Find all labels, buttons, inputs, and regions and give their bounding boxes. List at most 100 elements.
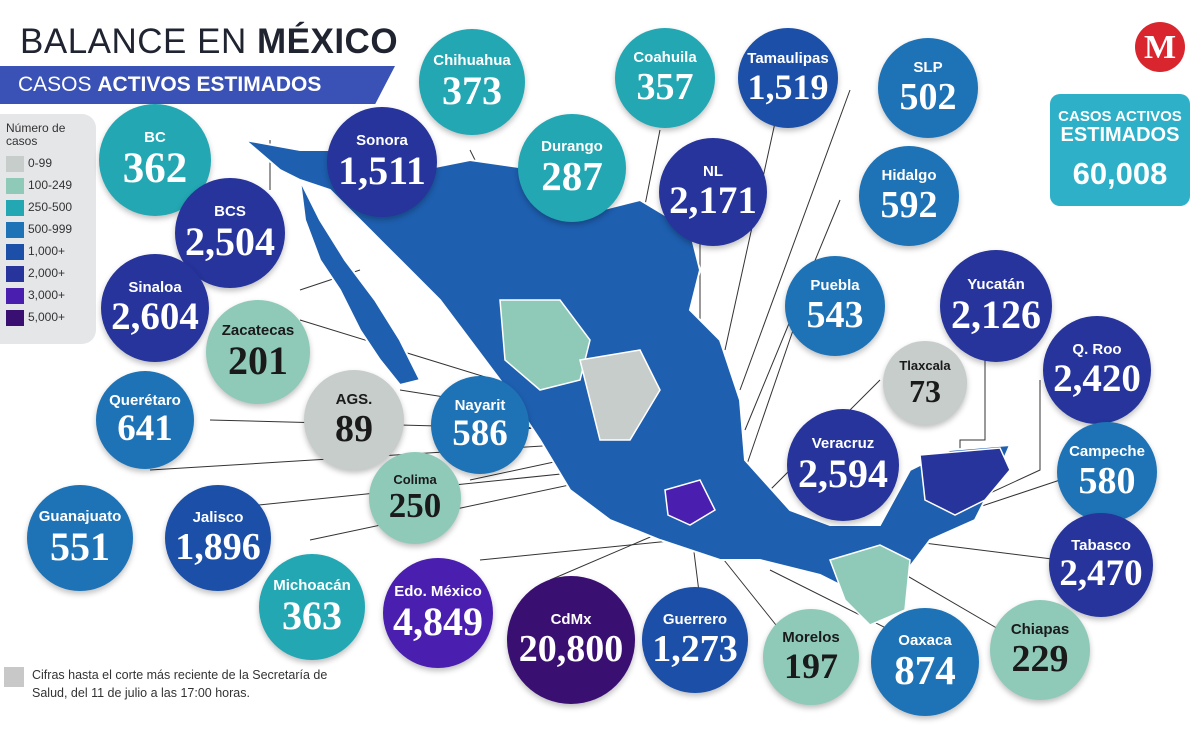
footnote-swatch [4,667,24,687]
state-name: Tamaulipas [747,50,829,68]
durango-region [499,299,591,391]
state-bubble: Sonora 1,511 [327,107,437,217]
state-value: 201 [228,337,288,383]
state-bubble: Michoacán 363 [259,554,365,660]
total-value: 60,008 [1072,156,1168,191]
state-name: Oaxaca [898,631,952,649]
state-name: Hidalgo [881,167,937,185]
total-label-line2: ESTIMADOS [1060,124,1180,146]
state-bubble: Colima 250 [369,452,461,544]
state-bubble: SLP 502 [878,38,978,138]
legend-swatch [6,177,24,194]
yucatan-region [919,447,1011,516]
legend-label: 1,000+ [28,244,66,258]
legend-swatch [6,309,24,326]
legend-item: 250-500 [6,198,72,216]
state-bubble: Q. Roo 2,420 [1043,316,1151,424]
state-value: 362 [122,145,188,193]
state-bubble: Tlaxcala 73 [883,341,967,425]
page-title: BALANCE EN MÉXICO [20,22,398,62]
state-name: BC [144,128,166,146]
state-name: Michoacán [273,577,351,595]
footnote: Cifras hasta el corte más reciente de la… [4,666,334,702]
legend-swatch [6,243,24,260]
state-value: 2,604 [111,295,199,339]
state-bubble: Zacatecas 201 [206,300,310,404]
state-value: 20,800 [518,627,624,670]
state-bubble: Sinaloa 2,604 [101,254,209,362]
state-value: 197 [784,645,838,686]
legend-item: 2,000+ [6,264,65,282]
state-name: Chiapas [1010,621,1070,639]
legend-label: 100-249 [28,178,73,192]
legend-label: 2,000+ [28,266,66,280]
legend-label: 250-500 [28,200,73,214]
state-value: 874 [894,647,956,694]
state-name: Jalisco [192,509,244,527]
state-bubble: Edo. México 4,849 [383,558,493,668]
legend-swatch [6,221,24,238]
state-bubble: AGS. 89 [304,370,404,470]
state-name: Durango [541,137,603,155]
state-value: 2,594 [798,450,888,496]
chiapas-region [829,544,911,626]
state-value: 1,896 [175,525,261,568]
state-name: Puebla [810,277,860,295]
state-bubble: Chiapas 229 [990,600,1090,700]
state-bubble: Coahuila 357 [615,28,715,128]
state-bubble: Veracruz 2,594 [787,409,899,521]
legend-item: 500-999 [6,220,72,238]
legend-label: 5,000+ [28,310,66,324]
state-bubble: Yucatán 2,126 [940,250,1052,362]
legend-label: 3,000+ [28,288,66,302]
state-value: 551 [50,523,110,569]
state-name: Chihuahua [433,52,511,70]
legend-item: 3,000+ [6,286,65,304]
state-name: AGS. [335,391,373,409]
state-bubble: Jalisco 1,896 [165,485,271,591]
state-value: 580 [1078,459,1136,502]
state-value: 1,519 [747,66,829,107]
state-value: 89 [335,407,373,450]
zacatecas-region [579,349,661,441]
legend-label: 500-999 [28,222,73,236]
state-bubble: Querétaro 641 [96,371,194,469]
state-name: Yucatán [967,276,1025,294]
state-bubble: Chihuahua 373 [419,29,525,135]
state-bubble: BCS 2,504 [175,178,285,288]
total-label: CASOS ACTIVOS ESTIMADOS [1050,108,1190,146]
state-bubble: Nayarit 586 [431,376,529,474]
state-name: Colima [393,471,437,487]
title-light: BALANCE EN [20,22,257,61]
state-bubble: Guerrero 1,273 [642,587,748,693]
state-value: 4,849 [393,598,483,644]
state-name: Q. Roo [1072,340,1122,358]
legend-title: Número de casos [6,121,66,148]
state-bubble: Oaxaca 874 [871,608,979,716]
state-name: Tabasco [1071,536,1131,554]
legend-item: 1,000+ [6,242,65,260]
legend: Número de casos 0-99 100-249 250-500 500-99… [0,114,96,344]
legend-item: 5,000+ [6,308,65,326]
legend-item: 0-99 [6,154,52,172]
legend-swatch [6,155,24,172]
state-bubble: Campeche 580 [1057,422,1157,522]
state-bubble: Durango 287 [518,114,626,222]
state-name: Guanajuato [38,508,122,526]
state-bubble: Puebla 543 [785,256,885,356]
footnote-text: Cifras hasta el corte más reciente de la… [32,668,328,700]
state-name: NL [703,162,723,180]
legend-label: 0-99 [28,156,53,170]
total-box: CASOS ACTIVOS ESTIMADOS 60,008 [1050,94,1190,206]
state-value: 229 [1011,637,1069,680]
state-bubble: Morelos 197 [763,609,859,705]
subtitle-bold: ACTIVOS ESTIMADOS [97,73,322,96]
state-value: 641 [117,408,173,450]
legend-swatch [6,287,24,304]
state-value: 250 [388,486,442,526]
state-value: 2,504 [185,218,275,264]
state-bubble: NL 2,171 [659,138,767,246]
state-name: Morelos [782,629,840,647]
state-value: 1,273 [652,627,738,670]
state-name: Querétaro [109,391,181,409]
